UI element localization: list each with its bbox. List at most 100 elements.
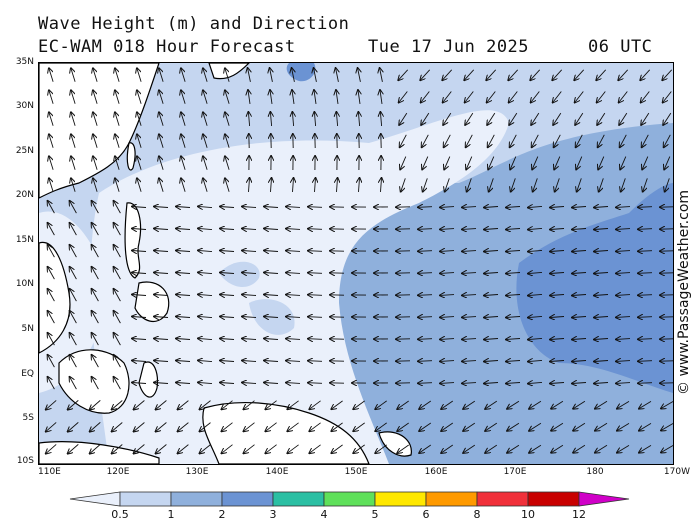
wave-direction-arrow — [616, 273, 631, 274]
wave-direction-arrow — [620, 156, 627, 170]
wave-direction-arrow — [48, 311, 55, 324]
wave-direction-arrow — [159, 134, 164, 148]
wave-direction-arrow — [638, 339, 653, 340]
wave-direction-arrow — [70, 267, 77, 280]
wave-direction-arrow — [509, 91, 518, 103]
wave-direction-arrow — [467, 178, 472, 191]
wave-direction-arrow — [440, 229, 455, 230]
wave-direction-arrow — [286, 295, 301, 296]
wave-direction-arrow — [198, 316, 213, 317]
wave-direction-arrow — [462, 251, 477, 252]
wave-direction-arrow — [554, 134, 561, 147]
wave-direction-arrow — [443, 91, 452, 103]
wave-direction-arrow — [595, 400, 608, 408]
wave-direction-arrow — [203, 134, 208, 148]
wave-direction-arrow — [663, 112, 672, 125]
wave-direction-arrow — [154, 295, 169, 296]
wave-direction-arrow — [249, 178, 250, 193]
wave-direction-arrow — [90, 422, 101, 431]
wave-direction-arrow — [419, 400, 432, 409]
wave-direction-arrow — [594, 383, 609, 384]
wave-direction-arrow — [308, 207, 323, 208]
legend-tick-2: 2 — [218, 508, 226, 521]
wave-direction-arrow — [418, 317, 433, 318]
wave-direction-arrow — [270, 112, 271, 127]
wave-direction-arrow — [244, 422, 255, 432]
wave-direction-arrow — [400, 134, 407, 147]
wave-direction-arrow — [48, 201, 55, 214]
wave-direction-arrow — [71, 178, 76, 192]
wave-direction-arrow — [198, 228, 213, 229]
wave-direction-arrow — [463, 422, 476, 431]
wave-direction-arrow — [114, 333, 121, 346]
wave-direction-arrow — [48, 355, 55, 368]
wave-direction-arrow — [271, 178, 272, 193]
wave-direction-arrow — [198, 294, 213, 295]
wave-direction-arrow — [440, 383, 455, 384]
wave-direction-arrow — [575, 91, 584, 103]
wave-map-canvas — [39, 63, 673, 464]
wave-direction-arrow — [488, 156, 495, 170]
wave-direction-arrow — [639, 423, 652, 430]
wave-direction-arrow — [442, 69, 453, 80]
wave-direction-arrow — [309, 444, 321, 453]
wave-direction-arrow — [242, 295, 257, 296]
wave-direction-arrow — [198, 360, 213, 361]
wave-direction-arrow — [137, 112, 142, 126]
legend-tick-12: 12 — [572, 508, 586, 521]
wave-direction-arrow — [642, 134, 649, 147]
wave-direction-arrow — [358, 90, 360, 104]
wave-direction-arrow — [506, 383, 521, 384]
wave-direction-arrow — [222, 400, 233, 410]
lat-label-35n: 35N — [15, 57, 34, 67]
wave-direction-arrow — [464, 69, 475, 80]
wave-direction-arrow — [242, 251, 257, 252]
wave-direction-arrow — [70, 223, 77, 236]
wave-direction-arrow — [506, 251, 521, 252]
wave-direction-arrow — [358, 68, 361, 82]
wave-direction-arrow — [462, 295, 477, 296]
wave-map[interactable] — [38, 62, 674, 465]
lon-label-170e: 170E — [503, 467, 527, 477]
wave-direction-arrow — [510, 156, 517, 170]
wave-direction-arrow — [220, 273, 235, 274]
lat-label-5s: 5S — [22, 413, 34, 423]
legend-tick-4: 4 — [320, 508, 328, 521]
wave-direction-arrow — [638, 295, 653, 296]
wave-direction-arrow — [506, 317, 521, 318]
wave-direction-arrow — [550, 229, 565, 230]
legend-tick-5: 5 — [371, 508, 379, 521]
wave-direction-arrow — [507, 400, 520, 409]
wave-direction-arrow — [137, 134, 142, 148]
wave-direction-arrow — [397, 400, 409, 409]
legend-swatch-8-10 — [476, 491, 529, 507]
wave-direction-arrow — [418, 383, 433, 384]
wave-direction-arrow — [594, 251, 609, 252]
wave-zone-3-4m-east — [516, 183, 673, 393]
wave-direction-arrow — [242, 207, 257, 208]
legend-swatch-2-3 — [221, 491, 274, 507]
wave-direction-arrow — [286, 251, 301, 252]
wave-direction-arrow — [397, 422, 409, 431]
wave-direction-arrow — [572, 251, 587, 252]
wave-direction-arrow — [440, 273, 455, 274]
wave-direction-arrow — [599, 178, 604, 191]
forecast-date: Tue 17 Jun 2025 — [368, 37, 530, 57]
wave-direction-arrow — [270, 90, 272, 104]
wave-direction-arrow — [220, 295, 235, 296]
wave-direction-arrow — [529, 400, 542, 409]
wave-direction-arrow — [594, 207, 609, 208]
wave-direction-arrow — [576, 134, 583, 147]
wave-direction-arrow — [418, 273, 433, 274]
wave-direction-arrow — [137, 178, 142, 192]
wave-direction-arrow — [572, 229, 587, 230]
wave-direction-arrow — [270, 68, 273, 82]
wave-direction-arrow — [154, 361, 169, 362]
wave-direction-arrow — [550, 251, 565, 252]
lat-label-5n: 5N — [21, 324, 34, 334]
forecast-time: 06 UTC — [588, 37, 653, 57]
wave-direction-arrow — [68, 444, 79, 453]
wave-direction-arrow — [132, 383, 147, 384]
wave-direction-arrow — [70, 333, 77, 346]
wave-direction-arrow — [137, 156, 142, 170]
